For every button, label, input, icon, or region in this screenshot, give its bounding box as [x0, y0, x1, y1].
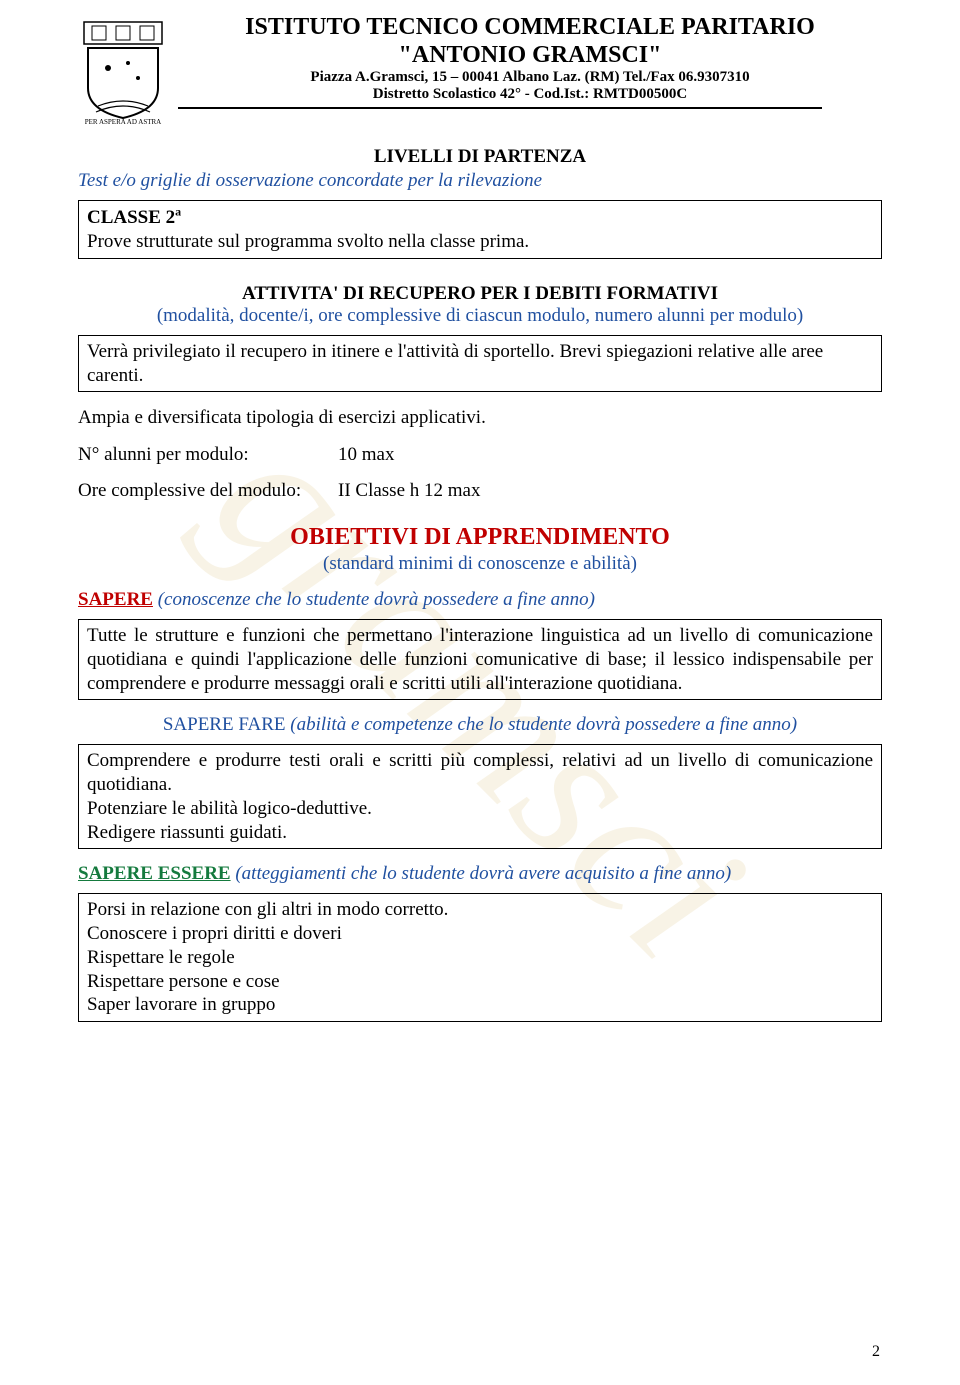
sapere-essere-rest: (atteggiamenti che lo studente dovrà ave…: [231, 863, 732, 884]
institute-address: Piazza A.Gramsci, 15 – 00041 Albano Laz.…: [178, 69, 882, 86]
sapere-box: Tutte le strutture e funzioni che permet…: [78, 619, 882, 700]
sapere-essere-box: Porsi in relazione con gli altri in modo…: [78, 893, 882, 1022]
sapere-essere-heading: SAPERE ESSERE (atteggiamenti che lo stud…: [78, 863, 882, 885]
attivita-line1: Ampia e diversificata tipologia di eserc…: [78, 406, 882, 430]
livelli-subtitle: Test e/o griglie di osservazione concord…: [78, 170, 882, 192]
school-crest: PER ASPERA AD ASTRA: [78, 18, 168, 128]
obiettivi-title: OBIETTIVI DI APPRENDIMENTO: [78, 524, 882, 551]
sapere-fare-rest: (abilità e competenze che lo studente do…: [290, 714, 797, 735]
header-rule: [178, 107, 822, 109]
alunni-value: 10 max: [338, 444, 394, 466]
ore-value: II Classe h 12 max: [338, 480, 480, 502]
obiettivi-subtitle: (standard minimi di conoscenze e abilità…: [78, 553, 882, 575]
livelli-box: CLASSE 2a Prove strutturate sul programm…: [78, 200, 882, 259]
sapere-label: SAPERE: [78, 589, 153, 610]
svg-text:PER ASPERA AD ASTRA: PER ASPERA AD ASTRA: [85, 118, 161, 126]
attivita-title: ATTIVITA' DI RECUPERO PER I DEBITI FORMA…: [78, 283, 882, 305]
sapere-fare-label: SAPERE FARE: [163, 714, 290, 735]
header: PER ASPERA AD ASTRA ISTITUTO TECNICO COM…: [78, 14, 882, 128]
institute-name-line1: ISTITUTO TECNICO COMMERCIALE PARITARIO: [178, 14, 882, 42]
livelli-title: LIVELLI DI PARTENZA: [374, 146, 586, 168]
page-number: 2: [872, 1343, 880, 1361]
sapere-fare-heading: SAPERE FARE (abilità e competenze che lo…: [78, 714, 882, 736]
sapere-essere-label: SAPERE ESSERE: [78, 863, 231, 884]
attivita-box: Verrà privilegiato il recupero in itiner…: [78, 335, 882, 393]
classe-sup: a: [175, 205, 181, 219]
livelli-box-line2: Prove strutturate sul programma svolto n…: [87, 230, 873, 254]
attivita-subtitle: (modalità, docente/i, ore complessive di…: [157, 305, 803, 326]
sapere-fare-box: Comprendere e produrre testi orali e scr…: [78, 744, 882, 849]
institute-district: Distretto Scolastico 42° - Cod.Ist.: RMT…: [178, 86, 882, 103]
sapere-heading: SAPERE (conoscenze che lo studente dovrà…: [78, 589, 882, 611]
classe-label: CLASSE 2: [87, 207, 175, 228]
alunni-label: N° alunni per modulo:: [78, 444, 338, 466]
sapere-rest: (conoscenze che lo studente dovrà possed…: [153, 589, 595, 610]
ore-label: Ore complessive del modulo:: [78, 480, 338, 502]
institute-name-line2: "ANTONIO GRAMSCI": [178, 42, 882, 69]
